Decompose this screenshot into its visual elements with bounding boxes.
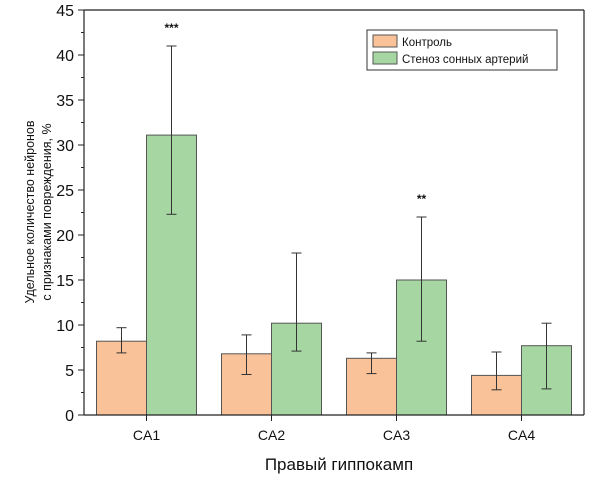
bars-layer: ***** bbox=[96, 21, 572, 416]
y-tick-label-8: 40 bbox=[56, 48, 74, 65]
x-tick-label-1: CA2 bbox=[258, 427, 285, 443]
y-tick-label-5: 25 bbox=[56, 183, 74, 200]
y-axis-title-line-2: с признаками повреждения, % bbox=[40, 123, 54, 300]
y-tick-label-3: 15 bbox=[56, 273, 74, 290]
legend-box bbox=[366, 29, 558, 71]
legend-swatch-0 bbox=[372, 34, 398, 48]
y-tick-label-0: 0 bbox=[65, 408, 74, 425]
y-tick-label-2: 10 bbox=[56, 318, 74, 335]
y-tick-label-9: 45 bbox=[56, 3, 74, 20]
bar-0-0 bbox=[96, 340, 147, 416]
x-tick-label-0: CA1 bbox=[133, 427, 160, 443]
significance-label-0: *** bbox=[164, 21, 178, 35]
x-tick-label-3: CA4 bbox=[508, 427, 535, 443]
legend-label-0: Контроль bbox=[402, 37, 452, 49]
legend: Контроль Стеноз сонных артерий bbox=[366, 29, 558, 71]
legend-label-1: Стеноз сонных артерий bbox=[402, 54, 528, 66]
x-tick-label-2: CA3 bbox=[383, 427, 410, 443]
y-tick-label-7: 35 bbox=[56, 93, 74, 110]
y-tick-label-4: 20 bbox=[56, 228, 74, 245]
significance-label-1: ** bbox=[417, 192, 427, 206]
y-tick-label-1: 5 bbox=[65, 363, 74, 380]
y-axis-title-line-1: Удельное количество нейронов bbox=[23, 120, 37, 303]
legend-swatch-1 bbox=[372, 51, 398, 65]
axes-layer: 0 5 10 15 20 25 30 35 40 45 CA1 CA2 CA3 CA4 bbox=[56, 3, 585, 443]
y-axis-title: Удельное количество нейронов с признакам… bbox=[23, 120, 54, 303]
x-axis-title: Правый гиппокамп bbox=[265, 455, 413, 474]
y-tick-label-6: 30 bbox=[56, 138, 74, 155]
